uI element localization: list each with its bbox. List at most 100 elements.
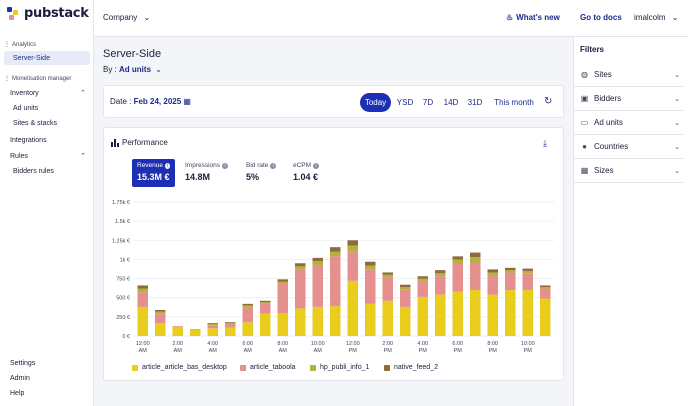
bar-segment xyxy=(452,256,463,260)
y-tick-label: 1.5k € xyxy=(115,219,130,225)
bar-segment xyxy=(505,267,516,271)
range-7d-button[interactable]: 7D xyxy=(422,98,434,107)
bar-segment xyxy=(312,306,323,336)
date-picker[interactable]: Date : Feb 24, 2025 ▦ xyxy=(110,97,191,106)
sidebar-item-server-side[interactable]: Server-Side xyxy=(4,51,90,65)
bar-segment xyxy=(470,290,481,336)
sidebar-item-integrations[interactable]: Integrations xyxy=(10,136,47,144)
x-tick-label: 8:00 xyxy=(487,341,498,347)
x-tick-label: 12:00 xyxy=(136,341,150,347)
x-tick-label: 12:00 xyxy=(346,341,360,347)
bar-segment xyxy=(207,328,218,336)
logo[interactable]: pubstack SX xyxy=(7,6,104,21)
sidebar-item-settings[interactable]: Settings xyxy=(10,359,36,367)
sidebar-item-ad-units[interactable]: Ad units xyxy=(13,104,39,112)
bar-segment xyxy=(312,260,323,266)
app-name: pubstack xyxy=(24,6,89,21)
bar-segment xyxy=(242,305,253,308)
whats-new-link[interactable]: ♨ What's new xyxy=(506,13,560,22)
sidebar-item-rules[interactable]: Rules ⌃ xyxy=(10,152,86,161)
range-this-month-button[interactable]: This month xyxy=(494,98,534,107)
x-tick-label: 4:00 xyxy=(417,341,428,347)
bar-segment xyxy=(540,288,551,299)
bar-segment xyxy=(487,294,498,336)
monetisation-icon: ⋮ xyxy=(4,76,10,82)
sidebar-item-sites-stacks[interactable]: Sites & stacks xyxy=(13,119,57,127)
metric-bid-rate[interactable]: Bid rate i 5% xyxy=(241,159,286,187)
analytics-icon: ⋮ xyxy=(4,42,10,48)
bar-segment xyxy=(242,322,253,336)
range-ysd-button[interactable]: YSD xyxy=(396,98,414,107)
info-icon: i xyxy=(165,162,170,169)
bar-segment xyxy=(225,322,236,325)
y-tick-label: 1.25k € xyxy=(112,238,130,244)
bar-segment xyxy=(260,313,271,336)
filter-bidders[interactable]: ▣ Bidders ⌄ xyxy=(574,87,684,111)
refresh-icon[interactable]: ↻ xyxy=(544,96,553,107)
y-tick-label: 1.75k € xyxy=(112,200,130,206)
bar-segment xyxy=(312,257,323,261)
filter-sizes[interactable]: ▦ Sizes ⌄ xyxy=(574,159,684,183)
bar-segment xyxy=(347,280,358,336)
bar-segment xyxy=(347,251,358,281)
company-selector[interactable]: Company ⌄ xyxy=(103,13,151,22)
bar-segment xyxy=(435,294,446,336)
x-tick-label: 10:00 xyxy=(521,341,535,347)
x-tick-label: PM xyxy=(384,348,393,354)
chevron-up-icon: ⌃ xyxy=(80,153,86,160)
bar-segment xyxy=(540,298,551,336)
bar-segment xyxy=(505,272,516,291)
bar-segment xyxy=(400,306,411,336)
range-today-button[interactable]: Today xyxy=(360,93,391,112)
calendar-icon: ▦ xyxy=(183,97,191,106)
bar-segment xyxy=(330,251,341,257)
metric-revenue[interactable]: Revenue i 15.3M € xyxy=(132,159,175,187)
legend-item[interactable]: hp_publi_info_1 xyxy=(310,364,369,371)
bar-segment xyxy=(505,290,516,336)
bar-segment xyxy=(277,279,288,282)
bar-segment xyxy=(347,245,358,252)
bar-segment xyxy=(190,329,201,330)
bar-segment xyxy=(347,240,358,246)
bar-segment xyxy=(207,322,218,324)
bar-segment xyxy=(522,290,533,336)
bar-segment xyxy=(540,286,551,289)
chevron-down-icon: ⌄ xyxy=(674,143,680,151)
bar-segment xyxy=(470,262,481,291)
bar-segment xyxy=(155,309,166,312)
group-by-selector[interactable]: By : Ad units ⌄ xyxy=(103,65,162,74)
filter-ad-units[interactable]: ▭ Ad units ⌄ xyxy=(574,111,684,135)
legend-item[interactable]: article_article_bas_desktop xyxy=(132,364,227,371)
user-menu[interactable]: imalcolm ⌄ xyxy=(634,13,679,22)
x-tick-label: 4:00 xyxy=(207,341,218,347)
info-icon: i xyxy=(222,162,229,169)
bar-segment xyxy=(277,283,288,314)
x-tick-label: PM xyxy=(524,348,533,354)
legend-item[interactable]: native_feed_2 xyxy=(384,364,438,371)
filter-sites[interactable]: ◍ Sites ⌄ xyxy=(574,63,684,87)
sidebar-item-help[interactable]: Help xyxy=(10,389,25,397)
download-icon[interactable]: ⤓ xyxy=(543,138,547,148)
filter-countries[interactable]: ● Countries ⌄ xyxy=(574,135,684,159)
bar-segment xyxy=(487,272,498,276)
bar-segment xyxy=(487,275,498,295)
sidebar-item-bidders-rules[interactable]: Bidders rules xyxy=(13,167,54,175)
metric-impressions[interactable]: Impressions i 14.8M xyxy=(180,159,235,187)
bar-segment xyxy=(400,284,411,287)
ad-unit-icon: ▭ xyxy=(580,118,589,127)
range-31d-button[interactable]: 31D xyxy=(467,98,483,107)
page-title: Server-Side xyxy=(103,48,162,60)
x-tick-label: PM xyxy=(489,348,498,354)
go-to-docs-link[interactable]: Go to docs xyxy=(580,13,622,22)
legend-item[interactable]: article_taboola xyxy=(240,364,296,371)
sidebar-item-admin[interactable]: Admin xyxy=(10,374,30,382)
range-14d-button[interactable]: 14D xyxy=(443,98,459,107)
sidebar-item-inventory[interactable]: Inventory ⌃ xyxy=(10,89,86,98)
bar-segment xyxy=(540,285,551,287)
metric-ecpm[interactable]: eCPM i 1.04 € xyxy=(293,162,320,182)
globe-icon: ◍ xyxy=(581,70,588,79)
x-tick-label: 6:00 xyxy=(242,341,253,347)
bar-segment xyxy=(225,324,236,328)
bar-segment xyxy=(137,288,148,293)
y-tick-label: 250 € xyxy=(116,315,130,321)
